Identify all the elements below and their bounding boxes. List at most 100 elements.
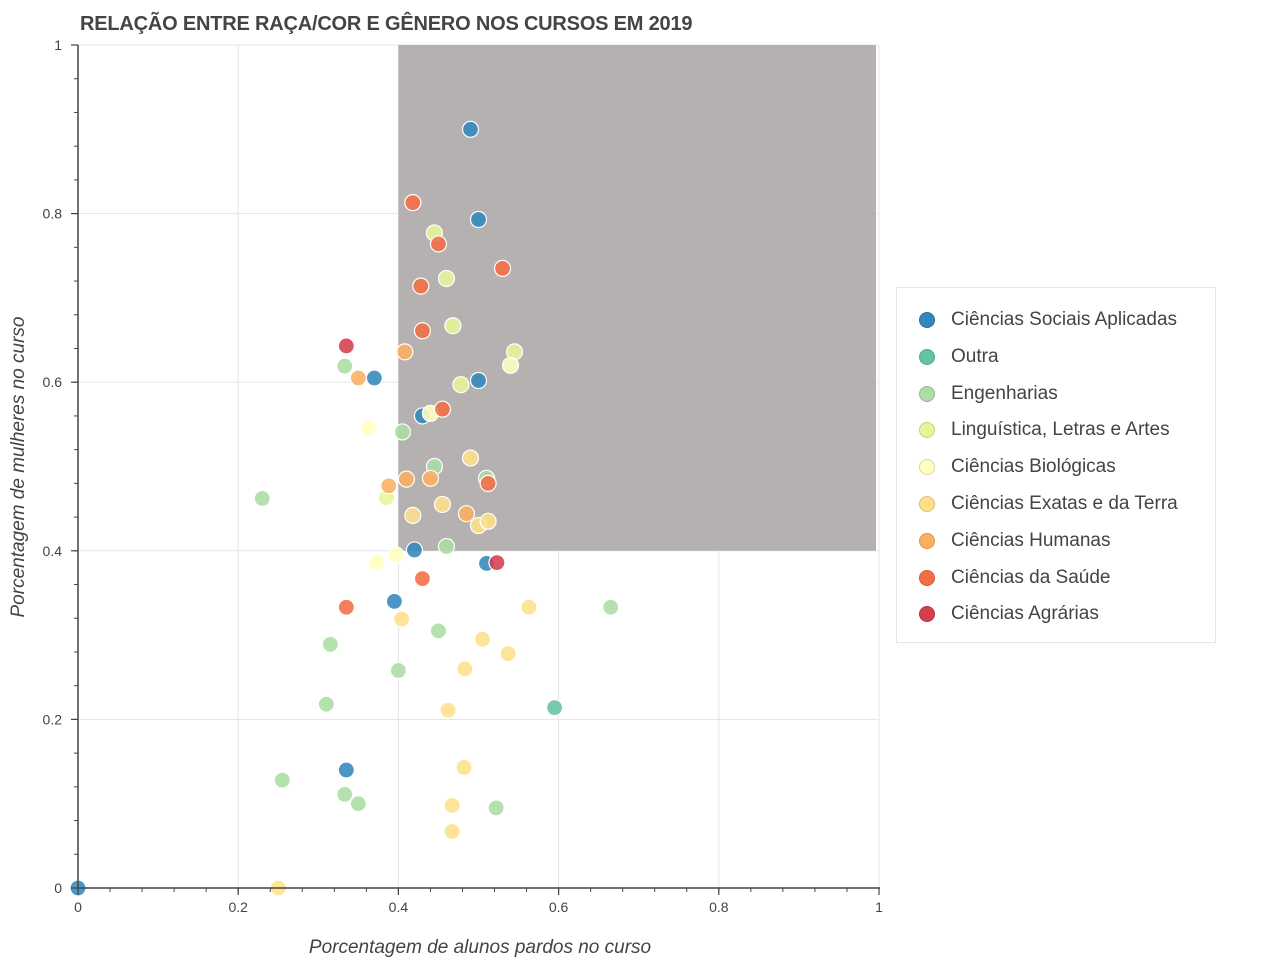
data-point	[380, 477, 398, 495]
data-point	[337, 598, 355, 616]
data-point	[429, 622, 448, 640]
data-point	[433, 495, 452, 514]
legend-label: Ciências da Saúde	[951, 566, 1111, 588]
legend-label: Engenharias	[951, 382, 1058, 404]
data-point	[421, 469, 440, 487]
legend-item: Ciências Humanas	[919, 526, 1110, 556]
data-point	[602, 598, 620, 616]
legend-item: Engenharias	[919, 379, 1058, 409]
y-tick-label: 0.8	[43, 206, 63, 222]
legend-label: Ciências Exatas e da Terra	[951, 493, 1178, 514]
legend-item: Outra	[919, 342, 999, 372]
data-point	[349, 369, 367, 387]
data-point	[349, 795, 367, 813]
data-point	[487, 799, 505, 817]
y-tick-label: 1	[54, 37, 62, 53]
data-point	[437, 537, 456, 556]
data-point	[479, 512, 497, 530]
data-point	[488, 554, 506, 572]
data-point	[429, 235, 448, 253]
data-point	[273, 771, 291, 789]
axes: 0 0.2 0.4 0.6 0.8 1 0 0.2 0.4 0.6 0.8 1	[43, 37, 884, 915]
data-point	[393, 610, 411, 628]
data-point	[493, 259, 512, 277]
data-point	[437, 269, 456, 288]
data-point	[336, 785, 354, 804]
data-point	[253, 489, 271, 508]
data-point	[499, 645, 517, 663]
y-tick-label: 0.6	[43, 374, 63, 390]
data-point	[337, 761, 355, 779]
legend-swatch	[919, 532, 935, 549]
data-point	[393, 423, 412, 441]
data-point	[501, 356, 520, 374]
y-tick-label: 0.2	[43, 711, 63, 727]
data-point	[520, 598, 538, 616]
y-tick-label: 0	[54, 880, 62, 896]
data-point	[413, 570, 432, 588]
legend-item: Ciências Sociais Aplicadas	[919, 305, 1177, 335]
data-point	[336, 357, 354, 375]
data-point	[461, 120, 480, 138]
data-point	[479, 474, 497, 492]
legend-item: Ciências da Saúde	[919, 563, 1111, 593]
data-point	[389, 661, 407, 680]
data-points	[69, 120, 620, 897]
legend-label: Ciências Biológicas	[951, 456, 1116, 478]
legend-label: Linguística, Letras e Artes	[951, 419, 1170, 441]
legend-swatch	[919, 459, 935, 476]
data-point	[365, 369, 383, 387]
data-point	[405, 541, 424, 559]
legend-swatch	[919, 569, 935, 586]
legend-item: Ciências Exatas e da Terra	[919, 489, 1178, 519]
data-point	[412, 277, 430, 295]
data-point	[404, 506, 422, 524]
legend-label: Ciências Sociais Aplicadas	[951, 309, 1178, 330]
x-tick-label: 0	[74, 899, 82, 915]
y-tick-label: 0.4	[43, 543, 63, 559]
chart-title: RELAÇÃO ENTRE RAÇA/COR E GÊNERO NOS CURS…	[80, 13, 693, 35]
x-tick-label: 0.8	[709, 899, 729, 915]
data-point	[404, 194, 422, 212]
legend-swatch	[919, 312, 935, 328]
data-point	[439, 701, 457, 719]
data-point	[396, 343, 414, 361]
data-point	[456, 660, 474, 678]
data-point	[444, 317, 462, 335]
data-point	[457, 505, 476, 523]
data-point	[455, 758, 473, 777]
legend-swatch	[919, 385, 935, 402]
data-point	[473, 630, 492, 648]
legend-label: Outra	[951, 345, 999, 367]
x-tick-label: 0.6	[549, 899, 569, 915]
data-point	[321, 635, 339, 653]
data-point	[469, 210, 488, 229]
legend-item: Ciências Biológicas	[919, 452, 1116, 482]
legend-swatch	[919, 606, 935, 623]
data-point	[360, 419, 378, 437]
legend-item: Linguística, Letras e Artes	[919, 415, 1170, 445]
legend-label: Ciências Humanas	[951, 529, 1111, 551]
x-axis-label: Porcentagem de alunos pardos no curso	[309, 937, 651, 958]
data-point	[337, 337, 355, 355]
data-point	[317, 695, 335, 713]
x-tick-label: 1	[875, 899, 883, 915]
data-point	[368, 554, 386, 572]
legend-label: Ciências Agrárias	[951, 603, 1099, 625]
x-tick-label: 0.4	[389, 899, 409, 915]
legend-swatch	[919, 348, 935, 365]
data-point	[545, 698, 564, 717]
legend-swatch	[919, 422, 935, 439]
data-point	[387, 546, 405, 564]
data-point	[469, 371, 488, 390]
legend-swatch	[919, 496, 935, 512]
data-point	[461, 449, 480, 467]
data-point	[443, 796, 461, 814]
data-point	[385, 592, 403, 610]
data-point	[452, 376, 470, 394]
y-axis-label: Porcentagem de mulheres no curso	[8, 317, 29, 618]
legend: Ciências Sociais Aplicadas Outra Engenhari…	[896, 287, 1216, 643]
data-point	[413, 322, 432, 340]
data-point	[433, 400, 452, 418]
